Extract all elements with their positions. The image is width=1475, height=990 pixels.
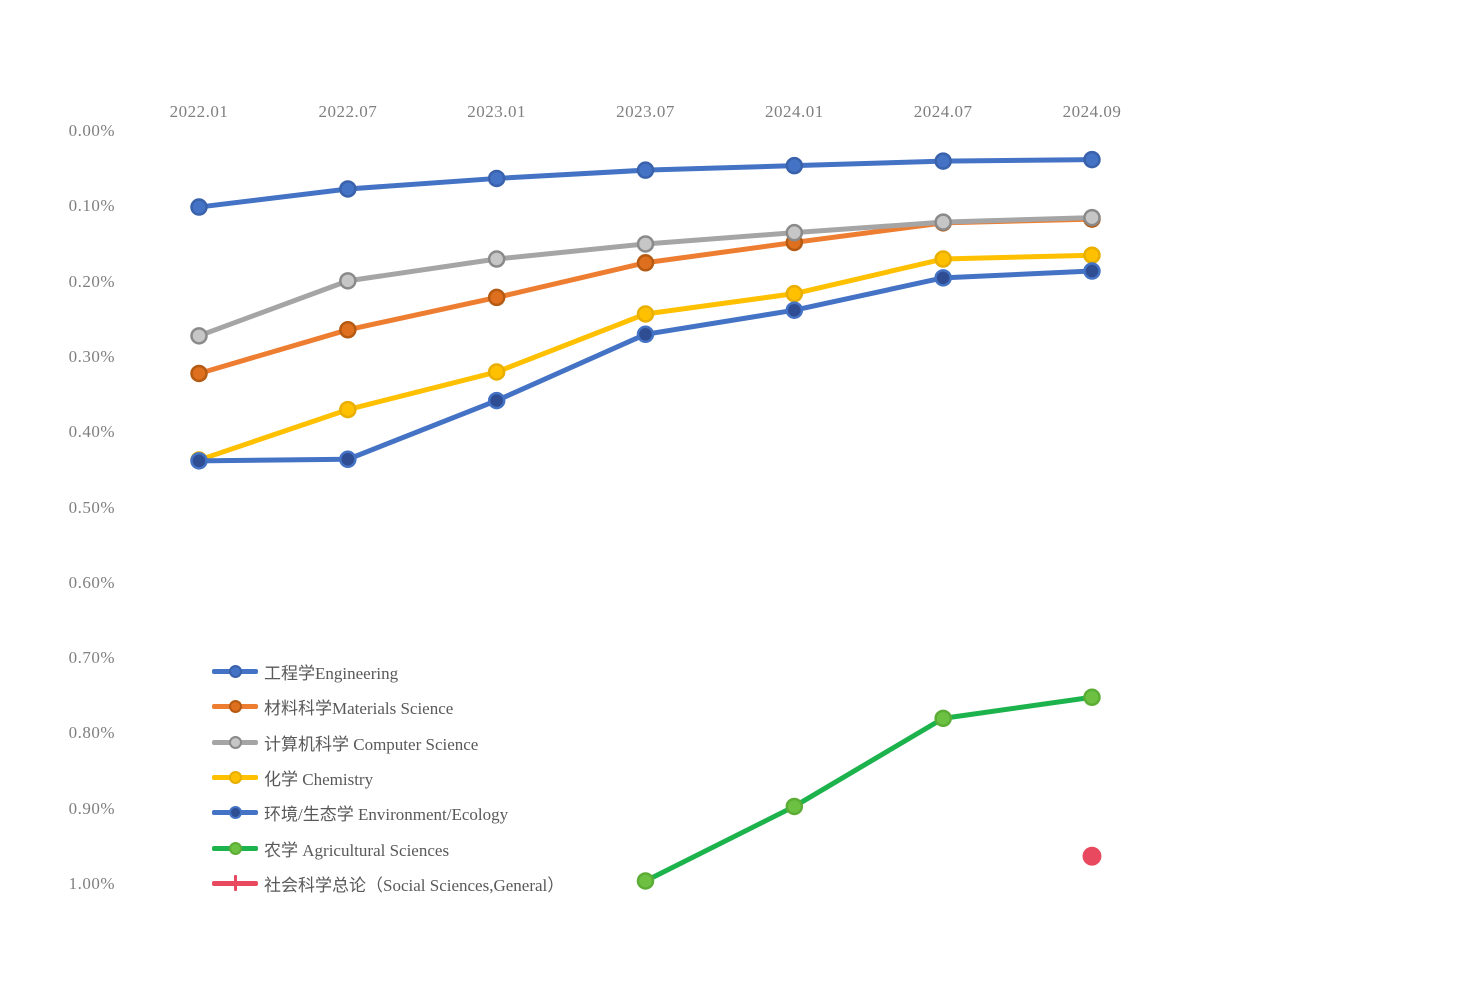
legend-marker-icon (212, 661, 258, 683)
legend-item-environment-ecology: 环境/生态学 Environment/Ecology (212, 802, 508, 824)
legend-item-chemistry: 化学 Chemistry (212, 766, 374, 789)
series-point-chemistry (1083, 246, 1101, 264)
x-axis-label: 2022.01 (169, 102, 229, 121)
series-point-computer-science (339, 272, 357, 290)
series-point-chemistry (785, 284, 804, 303)
legend-marker-icon (212, 731, 258, 753)
series-point-computer-science (636, 235, 655, 253)
series-point-environment-ecology (339, 450, 357, 469)
series-point-computer-science (785, 223, 804, 242)
legend-marker-icon (212, 766, 258, 788)
series-line-environment-ecology (196, 268, 1095, 464)
legend-item-materials-science: 材料科学Materials Science (212, 696, 453, 718)
legend-marker-icon (212, 802, 258, 824)
series-point-computer-science (190, 327, 208, 345)
legend-label: 化学 Chemistry (264, 769, 374, 789)
series-point-environment-ecology (636, 325, 655, 344)
x-axis-label: 2024.01 (764, 102, 824, 121)
series-point-agricultural-sciences (1083, 688, 1101, 707)
legend-item-agricultural-sciences: 农学 Agricultural Sciences (212, 837, 450, 860)
series-point-materials-science (190, 364, 208, 383)
x-axis-label: 2024.07 (913, 102, 973, 121)
legend-label: 计算机科学 Computer Science (264, 734, 479, 754)
series-point-agricultural-sciences (636, 872, 655, 890)
legend-label: 农学 Agricultural Sciences (264, 840, 450, 860)
series-point-agricultural-sciences (934, 709, 952, 728)
y-axis-label: 0.80% (68, 723, 115, 743)
series-point-chemistry (339, 400, 357, 419)
series-point-materials-science (636, 254, 655, 272)
series-point-materials-science (487, 288, 506, 307)
x-axis-label: 2023.01 (467, 102, 527, 121)
x-axis-label: 2022.07 (318, 102, 378, 121)
y-axis-label: 0.60% (68, 572, 115, 592)
series-point-environment-ecology (934, 269, 952, 287)
series-point-engineering (190, 198, 208, 216)
legend-label: 工程学Engineering (264, 664, 399, 683)
legend-label: 环境/生态学 Environment/Ecology (264, 805, 509, 825)
legend-marker-icon (212, 696, 258, 718)
legend-marker-icon (212, 872, 258, 894)
y-axis-label: 1.00% (68, 874, 115, 893)
series-point-materials-science (339, 321, 357, 339)
series-point-engineering (339, 180, 357, 198)
series-point-computer-science (934, 213, 952, 231)
series-point-environment-ecology (190, 452, 208, 470)
series-point-engineering (636, 161, 655, 179)
y-axis-label: 0.10% (68, 196, 115, 216)
legend-marker-icon (212, 837, 258, 859)
legend-label: 材料科学Materials Science (264, 699, 454, 719)
series-point-agricultural-sciences (785, 797, 804, 816)
x-axis-label: 2024.09 (1062, 102, 1122, 121)
series-point-social-sciences-general (1082, 846, 1102, 866)
series-point-chemistry (487, 363, 506, 381)
x-axis-label: 2023.07 (616, 102, 675, 121)
series-point-chemistry (934, 250, 952, 268)
series-point-environment-ecology (1083, 262, 1101, 280)
series-point-computer-science (487, 250, 506, 268)
y-axis-label: 0.00% (68, 121, 115, 140)
legend-item-engineering: 工程学Engineering (212, 661, 398, 683)
series-point-engineering (785, 156, 804, 175)
legend-label: 社会科学总论（Social Sciences,General） (264, 875, 565, 895)
series-point-environment-ecology (785, 301, 804, 319)
y-axis-label: 0.20% (68, 271, 115, 291)
y-axis-label: 0.30% (68, 346, 115, 366)
series-point-engineering (934, 152, 952, 170)
y-axis-label: 0.40% (68, 422, 115, 442)
series-point-engineering (1083, 150, 1101, 169)
y-axis-label: 0.90% (68, 798, 115, 818)
y-axis-label: 0.70% (68, 648, 115, 668)
series-point-engineering (487, 169, 506, 188)
legend-item-computer-science: 计算机科学 Computer Science (212, 731, 479, 754)
series-point-environment-ecology (487, 391, 506, 410)
series-point-chemistry (636, 305, 655, 323)
series-point-computer-science (1083, 208, 1101, 227)
y-axis-label: 0.50% (68, 497, 115, 517)
series-line-agricultural-sciences (642, 694, 1095, 884)
legend-item-social-sciences-general: 社会科学总论（Social Sciences,General） (212, 872, 565, 895)
